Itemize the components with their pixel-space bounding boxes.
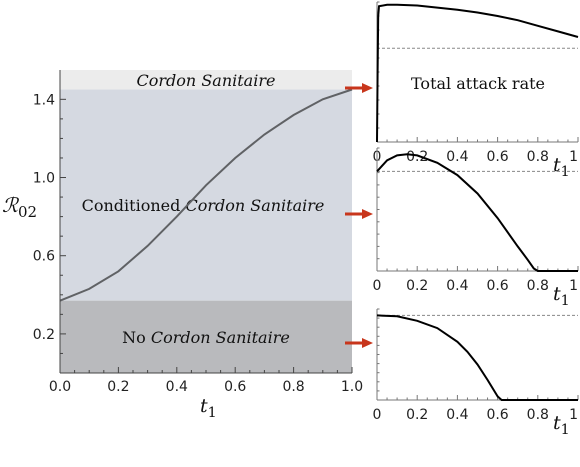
annotation-total-attack-rate: Total attack rate	[411, 74, 545, 93]
region-2	[60, 300, 352, 373]
x-tick-label: 0.2	[406, 278, 428, 294]
x-axis-label: t1	[553, 154, 570, 180]
x-axis-label: t1	[553, 412, 570, 438]
x-tick-label: 0.0	[49, 379, 71, 395]
arrows	[345, 83, 373, 348]
series-curve	[376, 153, 578, 272]
y-tick-label: 1.0	[33, 171, 55, 187]
series-curve	[376, 314, 578, 401]
y-tick-label: 0.2	[33, 327, 55, 343]
x-tick-label: 0.2	[406, 407, 428, 423]
small-chart-no-cordon: 0 0.2 0.4 0.6 0.8 1t1	[373, 308, 579, 438]
arrow-head-1	[362, 209, 373, 219]
y-axis-label: ℛ02	[2, 193, 37, 221]
x-tick-label: 0.4	[446, 407, 468, 423]
region-label-0: Cordon Sanitaire	[137, 71, 276, 90]
x-tick-label: 0.8	[527, 407, 549, 423]
x-axis-label: t1	[200, 395, 217, 421]
x-tick-label: 0.4	[166, 379, 188, 395]
small-chart-conditioned: 0 0.2 0.4 0.6 0.8 1t1	[373, 147, 579, 309]
region-label-1: Conditioned Cordon Sanitaire	[82, 196, 325, 215]
region-0	[60, 70, 352, 90]
x-tick-label: 0.6	[486, 149, 508, 165]
x-tick-label: 0.4	[446, 278, 468, 294]
x-tick-label: 1.0	[341, 379, 363, 395]
series-curve	[376, 3, 579, 143]
x-tick-label: 0	[373, 407, 382, 423]
y-tick-label: 0.6	[33, 249, 55, 265]
x-tick-label: 0.4	[446, 149, 468, 165]
x-tick-label: 0	[373, 278, 382, 294]
main-curve	[59, 88, 353, 302]
arrow-head-0	[362, 83, 373, 93]
arrow-head-2	[362, 338, 373, 348]
x-tick-label: 0.6	[224, 379, 246, 395]
x-axis-label: t1	[553, 283, 570, 309]
x-tick-label: 1	[569, 407, 578, 423]
x-tick-label: 0.8	[527, 149, 549, 165]
y-tick-label: 1.4	[33, 92, 55, 108]
x-tick-label: 0.8	[282, 379, 304, 395]
x-tick-label: 0.8	[527, 278, 549, 294]
x-tick-label: 0.2	[107, 379, 129, 395]
x-tick-label: 0.6	[486, 278, 508, 294]
main-chart: Cordon Sanitaire Conditioned Cordon Sanit…	[2, 70, 363, 421]
x-tick-label: 0.6	[486, 407, 508, 423]
region-label-2: No Cordon Sanitaire	[122, 328, 290, 347]
x-tick-label: 0.2	[406, 149, 428, 165]
x-tick-label: 1	[569, 149, 578, 165]
x-tick-label: 1	[569, 278, 578, 294]
region-1	[60, 89, 352, 301]
